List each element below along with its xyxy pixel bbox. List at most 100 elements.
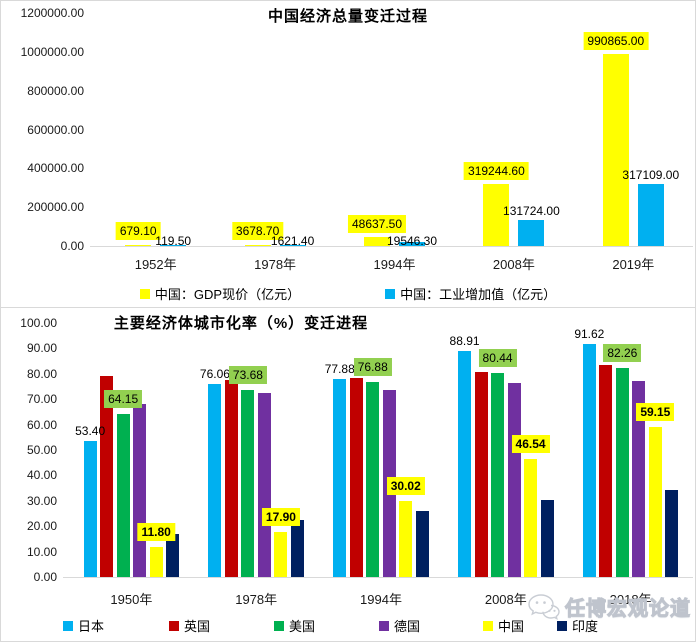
bar — [208, 383, 222, 577]
legend-swatch — [379, 620, 389, 631]
legend: 中国：GDP现价（亿元） 中国：工业增加值（亿元） — [1, 284, 695, 303]
y-axis-tick-label: 1000000.00 — [20, 44, 84, 59]
legend-swatch — [385, 288, 396, 299]
y-axis-tick-label: 30.00 — [26, 493, 57, 508]
bar — [524, 458, 538, 577]
bar — [366, 381, 380, 577]
bar — [83, 441, 97, 577]
data-label: 91.62 — [574, 327, 605, 342]
data-label: 53.40 — [75, 424, 106, 439]
bar — [474, 372, 488, 577]
legend-swatch — [63, 620, 73, 631]
legend-item: 英国 — [169, 616, 210, 635]
legend-label: 印度 — [572, 619, 599, 634]
y-axis-tick-label: 80.00 — [26, 366, 57, 381]
bar — [274, 531, 288, 577]
bar — [279, 245, 306, 246]
bar — [415, 510, 429, 577]
data-label: 317109.00 — [622, 168, 680, 183]
data-label: 80.44 — [478, 348, 517, 367]
bar — [602, 53, 629, 246]
legend-swatch — [483, 620, 493, 631]
bar — [349, 377, 363, 577]
bar — [364, 236, 390, 246]
y-axis-tick-label: 20.00 — [26, 519, 57, 534]
legend-label: 德国 — [394, 619, 421, 634]
y-axis-tick-label: 50.00 — [26, 443, 57, 457]
x-category-label: 1978年 — [254, 257, 297, 272]
x-axis-line — [63, 577, 693, 578]
x-category-label: 2018年 — [609, 592, 652, 607]
x-category-label: 1994年 — [373, 257, 416, 272]
bar — [483, 184, 510, 246]
data-label: 679.10 — [115, 222, 161, 240]
x-category-label: 2008年 — [492, 257, 535, 272]
legend-label: 英国 — [184, 619, 211, 634]
data-label: 3678.70 — [231, 222, 284, 240]
bar — [149, 547, 163, 577]
bar — [599, 365, 613, 577]
data-label: 1621.40 — [270, 234, 315, 248]
data-label: 77.88 — [324, 362, 355, 377]
legend-item: 中国：GDP现价（亿元） — [139, 284, 300, 303]
x-category-label: 2008年 — [484, 592, 527, 607]
y-axis-tick-label: 10.00 — [26, 544, 57, 559]
urbanization-chart-title: 主要经济体城市化率（%）变迁进程 — [113, 315, 369, 332]
data-label: 59.15 — [636, 402, 675, 421]
legend-label: 中国：工业增加值（亿元） — [400, 287, 557, 302]
bar — [637, 184, 664, 246]
bar — [518, 220, 545, 246]
y-axis-tick-label: 1200000.00 — [20, 6, 84, 20]
y-axis-tick-label: 800000.00 — [27, 83, 84, 98]
y-axis-tick-label: 100.00 — [20, 316, 57, 330]
y-axis-tick-label: 90.00 — [26, 341, 57, 356]
legend-item: 中国 — [483, 616, 524, 635]
data-label: 17.90 — [261, 507, 300, 526]
bar — [582, 344, 596, 577]
bar — [290, 520, 304, 577]
bar — [166, 534, 180, 577]
legend-swatch — [557, 620, 567, 631]
bar — [333, 379, 347, 577]
legend-swatch — [274, 620, 284, 631]
bar — [648, 426, 662, 577]
data-label: 76.88 — [353, 357, 392, 376]
legend-item: 美国 — [274, 616, 315, 635]
x-category-label: 1978年 — [235, 592, 278, 607]
data-label: 82.26 — [603, 344, 642, 363]
bar — [665, 490, 679, 577]
bar — [116, 414, 130, 577]
bar — [125, 245, 152, 246]
wechat-icon — [527, 593, 561, 621]
legend-label: 美国 — [289, 619, 316, 634]
legend-label: 中国 — [498, 619, 525, 634]
bar — [100, 376, 114, 577]
bar — [399, 242, 425, 246]
bar — [458, 351, 472, 577]
bar — [615, 368, 629, 577]
bar — [257, 393, 271, 577]
x-category-label: 1952年 — [134, 257, 177, 272]
data-label: 131724.00 — [503, 204, 560, 219]
bar — [160, 245, 187, 246]
data-label: 48637.50 — [347, 214, 407, 233]
data-label: 319244.60 — [464, 162, 529, 180]
gdp-chart-title: 中国经济总量变迁过程 — [267, 8, 428, 25]
legend-item: 中国：工业增加值（亿元） — [385, 284, 556, 303]
legend-swatch — [139, 288, 150, 299]
legend-swatch — [169, 620, 179, 631]
bar — [133, 404, 147, 577]
gdp-chart: 中国经济总量变迁过程 0.00 200000.00 400000.00 600000.… — [0, 0, 696, 308]
legend-label: 日本 — [78, 619, 105, 634]
bar — [540, 500, 554, 577]
bar — [632, 380, 646, 577]
bar — [244, 245, 271, 246]
y-axis-tick-label: 600000.00 — [27, 122, 84, 137]
data-label: 46.54 — [511, 434, 550, 453]
y-axis-tick-label: 60.00 — [26, 417, 57, 432]
bar — [224, 379, 238, 577]
legend-item: 印度 — [557, 616, 598, 635]
x-category-label: 1950年 — [110, 592, 153, 607]
x-category-label: 1994年 — [360, 592, 402, 607]
